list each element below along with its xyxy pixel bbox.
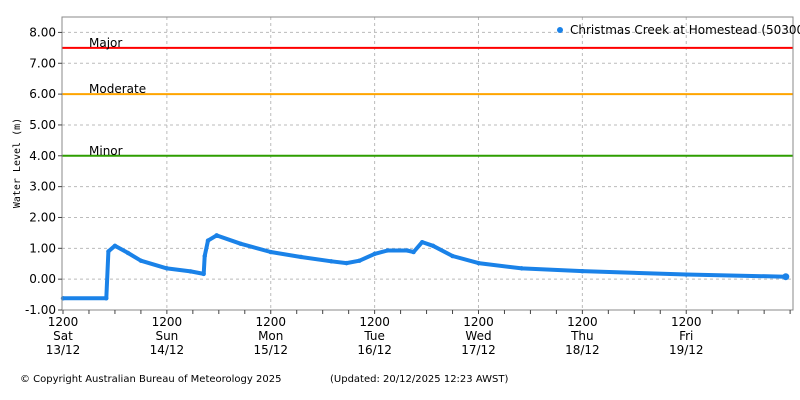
plot-frame: [61, 16, 794, 311]
x-tick-date: 19/12: [669, 343, 704, 357]
y-tick-label: 1.00: [29, 241, 56, 255]
x-tick-day: Thu: [570, 329, 594, 343]
data-point: [60, 296, 66, 301]
y-tick-label: 3.00: [29, 180, 56, 194]
data-point: [450, 253, 455, 259]
y-tick-label: 5.00: [29, 118, 56, 132]
threshold-label: Moderate: [89, 82, 146, 96]
data-point: [404, 248, 410, 253]
updated-time: (Updated: 20/12/2025 12:23 AWST): [330, 374, 509, 385]
x-tick-time: 1200: [152, 315, 183, 329]
copyright: © Copyright Australian Bureau of Meteoro…: [20, 374, 282, 385]
legend-label: Christmas Creek at Homestead (503000): [570, 23, 800, 37]
x-tick-day: Sun: [155, 329, 178, 343]
x-tick-date: 14/12: [150, 343, 185, 357]
data-point: [138, 258, 144, 263]
y-tick-label: 7.00: [29, 56, 56, 70]
data-point: [344, 260, 349, 266]
x-tick-day: Sat: [53, 329, 73, 343]
data-point: [188, 269, 193, 274]
x-tick-time: 1200: [567, 315, 598, 329]
x-tick-date: 18/12: [565, 343, 600, 357]
x-tick-date: 17/12: [461, 343, 496, 357]
y-tick-label: 8.00: [29, 25, 56, 39]
data-point: [298, 254, 304, 260]
data-point: [684, 272, 689, 277]
x-tick-day: Tue: [363, 329, 385, 343]
x-tick-date: 15/12: [253, 343, 288, 357]
x-tick-day: Wed: [465, 329, 491, 343]
data-point: [104, 296, 109, 301]
data-point: [329, 259, 334, 264]
x-tick-time: 1200: [359, 315, 390, 329]
x-tick-day: Fri: [679, 329, 693, 343]
y-axis-label: Water Level (m): [12, 118, 23, 208]
x-axis: 1200Sat13/121200Sun14/121200Mon15/121200…: [46, 310, 791, 357]
legend-marker: [557, 27, 563, 33]
y-tick-label: 0.00: [29, 272, 56, 286]
x-tick-date: 16/12: [357, 343, 392, 357]
y-tick-label: 4.00: [29, 149, 56, 163]
x-tick-day: Mon: [258, 329, 283, 343]
data-point: [372, 251, 377, 257]
data-point: [357, 258, 362, 263]
data-point: [420, 239, 425, 245]
data-point: [430, 243, 436, 249]
y-tick-label: 6.00: [29, 87, 56, 101]
series-line: [63, 233, 786, 301]
y-tick-label: 2.00: [29, 210, 56, 224]
data-point: [112, 243, 118, 249]
y-tick-label: -1.00: [25, 303, 56, 317]
data-point: [238, 241, 243, 246]
data-point: [201, 271, 206, 277]
data-point: [125, 250, 131, 256]
x-tick-time: 1200: [671, 315, 702, 329]
threshold-label: Major: [89, 36, 122, 50]
x-tick-date: 13/12: [46, 343, 81, 357]
thresholds: Major Moderate Minor: [62, 36, 793, 158]
legend: Christmas Creek at Homestead (503000): [557, 23, 800, 37]
data-point: [580, 268, 585, 274]
series: [60, 233, 790, 301]
threshold-label: Minor: [89, 144, 123, 158]
data-point: [782, 273, 790, 281]
data-point: [205, 238, 211, 243]
y-axis: -1.00 0.00 1.00 2.00 3.00 4.00 5.00 6.00 7.00 8.0…: [25, 25, 62, 317]
data-point: [519, 266, 524, 271]
data-point: [385, 248, 390, 253]
data-point: [164, 266, 170, 271]
grid: [62, 17, 793, 311]
data-point: [106, 249, 111, 254]
x-tick-time: 1200: [463, 315, 494, 329]
data-point: [476, 260, 481, 266]
x-tick-time: 1200: [255, 315, 286, 329]
data-point: [202, 253, 207, 259]
x-tick-time: 1200: [48, 315, 79, 329]
data-point: [214, 233, 219, 238]
data-point: [411, 249, 416, 255]
data-point: [268, 249, 273, 255]
